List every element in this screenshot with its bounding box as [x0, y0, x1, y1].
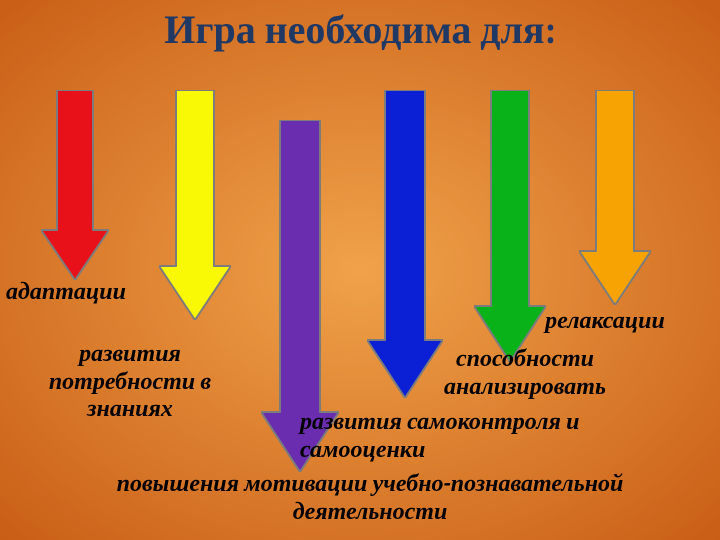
label-knowledge: развития потребности в знаниях: [20, 340, 240, 423]
arrow-yellow: [159, 90, 231, 320]
page-title: Игра необходима для:: [0, 6, 720, 53]
label-motivation: повышения мотивации учебно-познавательно…: [70, 470, 670, 525]
label-ability: способности анализировать: [395, 345, 655, 400]
arrow-red: [41, 90, 109, 280]
arrow-orange: [579, 90, 651, 305]
label-selfcontrol: развития самоконтроля и самооценки: [300, 408, 710, 463]
label-adaptation: адаптации: [6, 278, 166, 306]
label-relaxation: релаксации: [500, 307, 710, 335]
